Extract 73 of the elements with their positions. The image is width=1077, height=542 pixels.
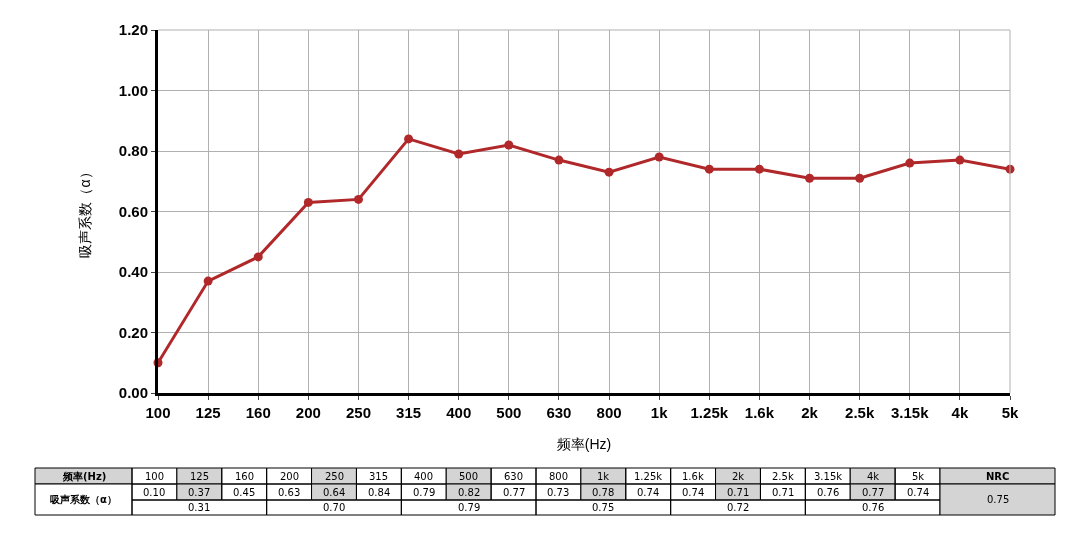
text: 0.75 [987,494,1010,505]
category-label: 4k [867,471,880,482]
y-tick-label: 0.80 [118,142,148,160]
x-axis-title: 频率(Hz) [556,436,612,453]
text: 0.74 [682,487,705,498]
text: NRC [986,471,1010,482]
text: 0.79 [413,487,436,498]
text: 0.84 [368,487,391,498]
x-tick-label: 160 [245,404,271,421]
x-tick-label: 3.15k [890,404,930,421]
text: 0.71 [772,487,795,498]
category-label: 160 [235,471,255,482]
text: 0.37 [188,487,211,498]
category-label: 800 [549,471,569,482]
x-tick-label: 500 [496,404,522,421]
text: 0.72 [727,502,750,513]
x-tick-label: 125 [195,404,221,421]
category-label: 250 [325,471,345,482]
category-label: 1k [597,471,610,482]
category-label: 3.15k [814,471,843,482]
text: 0.31 [188,502,211,513]
text: 0.45 [233,487,256,498]
text: 0.63 [278,487,301,498]
category-label: 200 [280,471,300,482]
text: 0.76 [817,487,840,498]
text: 0.77 [862,487,885,498]
x-tick-label: 1.6k [744,404,775,421]
y-tick-label: 0.00 [118,384,148,402]
text: 吸声系数（α） [50,494,117,505]
x-tick-label: 100 [145,404,171,421]
text: 0.10 [143,487,166,498]
y-tick-label: 0.60 [118,202,148,220]
text: 0.74 [907,487,930,498]
y-tick-label: 0.20 [118,323,148,341]
text: 0.82 [458,487,481,498]
x-tick-label: 400 [446,404,472,421]
category-label: 100 [145,471,165,482]
x-tick-label: 1.25k [690,404,729,421]
text: 0.70 [323,502,346,513]
text: 频率(Hz) [63,471,107,482]
category-label: 315 [369,471,389,482]
x-tick-label: 315 [396,404,422,421]
category-label: 125 [190,471,210,482]
category-label: 2.5k [772,471,794,482]
text: 0.78 [592,487,615,498]
x-tick-label: 5k [1001,404,1019,421]
x-tick-label: 2k [801,404,819,421]
y-tick-label: 1.00 [118,81,148,99]
x-tick-label: 4k [951,404,969,421]
category-label: 5k [912,471,925,482]
text: 0.64 [323,487,346,498]
x-tick-label: 250 [345,404,371,421]
text: 0.74 [637,487,660,498]
text: 0.71 [727,487,750,498]
text: 0.75 [592,502,615,513]
text: 0.77 [503,487,526,498]
category-label: 400 [414,471,434,482]
text: 0.73 [547,487,570,498]
category-label: 630 [504,471,524,482]
y-tick-label: 1.20 [118,21,148,39]
x-tick-label: 200 [295,404,321,421]
category-label: 1.6k [682,471,704,482]
x-tick-label: 630 [546,404,572,421]
x-tick-label: 800 [596,404,622,421]
category-label: 1.25k [634,471,663,482]
y-axis-title: 吸声系数（α） [77,165,94,258]
x-tick-label: 2.5k [845,404,875,421]
x-tick-label: 1k [650,404,669,421]
category-label: 500 [459,471,479,482]
text: 0.79 [458,502,481,513]
y-tick-label: 0.40 [118,263,148,281]
text: 0.76 [862,502,885,513]
category-label: 2k [732,471,745,482]
